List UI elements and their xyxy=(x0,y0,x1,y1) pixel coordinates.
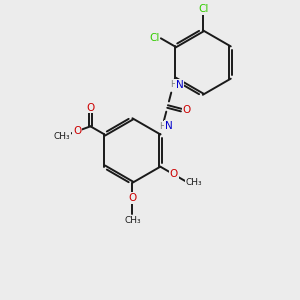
Text: O: O xyxy=(73,126,81,136)
Text: O: O xyxy=(182,105,190,115)
Text: Cl: Cl xyxy=(198,4,208,14)
Text: O: O xyxy=(169,169,178,179)
Text: N: N xyxy=(176,80,183,90)
Text: Cl: Cl xyxy=(149,33,160,43)
Text: N: N xyxy=(165,121,172,131)
Text: O: O xyxy=(86,103,94,112)
Text: H: H xyxy=(170,80,176,89)
Text: O: O xyxy=(128,193,136,203)
Text: CH₃: CH₃ xyxy=(54,132,70,141)
Text: CH₃: CH₃ xyxy=(186,178,202,187)
Text: CH₃: CH₃ xyxy=(124,216,141,225)
Text: H: H xyxy=(159,122,165,130)
